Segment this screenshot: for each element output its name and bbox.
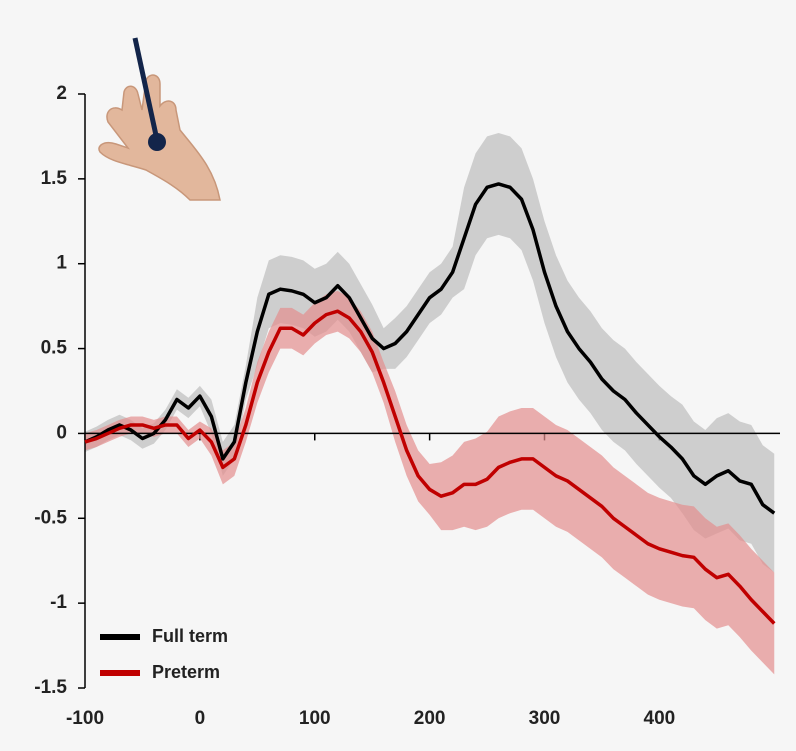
legend-label: Full term	[152, 626, 228, 646]
y-tick-label: 1.5	[41, 168, 68, 189]
y-tick-label: 2	[56, 83, 67, 104]
x-tick-label: 0	[195, 708, 206, 729]
x-tick-label: 400	[644, 708, 676, 729]
y-tick-label: -1.5	[34, 677, 67, 698]
x-tick-label: 100	[299, 708, 331, 729]
y-tick-label: 0	[56, 422, 67, 443]
legend-label: Preterm	[152, 662, 220, 682]
y-tick-label: -0.5	[34, 507, 67, 528]
series-line	[84, 182, 776, 515]
series-line	[84, 309, 776, 625]
x-tick-label: 200	[414, 708, 446, 729]
x-tick-label: -100	[66, 708, 104, 729]
y-tick-label: -1	[50, 592, 67, 613]
hand-icon	[98, 37, 221, 201]
x-tick-label: 300	[529, 708, 561, 729]
y-tick-label: 0.5	[41, 338, 68, 359]
y-tick-label: 1	[56, 253, 67, 274]
